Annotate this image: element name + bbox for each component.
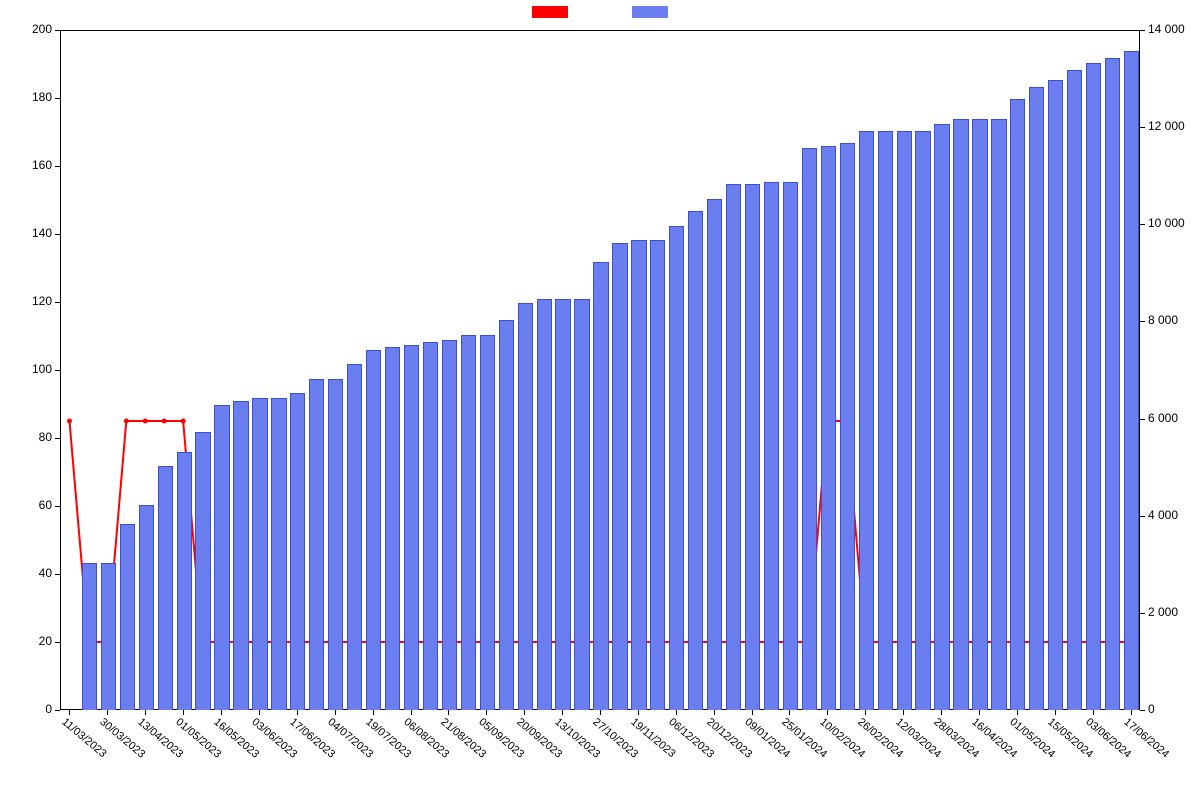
bar — [309, 379, 324, 710]
bar — [897, 131, 912, 710]
bar — [612, 243, 627, 710]
legend-swatch-bar — [632, 6, 668, 18]
bar — [177, 452, 192, 710]
bar — [802, 148, 817, 710]
bar — [707, 199, 722, 710]
line-marker — [67, 419, 72, 424]
bar — [120, 524, 135, 710]
bar — [878, 131, 893, 710]
bar — [669, 226, 684, 710]
bar — [101, 563, 116, 710]
y-left-tick: 60 — [0, 498, 52, 512]
bar — [555, 299, 570, 710]
bar — [915, 131, 930, 710]
bar — [764, 182, 779, 710]
chart-legend — [0, 4, 1200, 18]
bar — [385, 347, 400, 710]
y-right-tick: 2 000 — [1148, 605, 1178, 619]
bar — [499, 320, 514, 710]
bar — [347, 364, 362, 710]
bar — [461, 335, 476, 710]
bar — [1029, 87, 1044, 710]
bar — [1105, 58, 1120, 710]
bar — [631, 240, 646, 710]
y-right-tick: 0 — [1148, 702, 1155, 716]
bar — [1048, 80, 1063, 710]
axis-line — [60, 30, 1140, 31]
bar — [518, 303, 533, 710]
y-left-tick: 120 — [0, 294, 52, 308]
line-marker — [124, 419, 129, 424]
legend-swatch-line — [532, 6, 568, 18]
y-right-tick: 4 000 — [1148, 508, 1178, 522]
axis-line — [60, 30, 61, 710]
bar — [290, 393, 305, 710]
y-left-tick: 140 — [0, 226, 52, 240]
bar — [859, 131, 874, 710]
bar — [442, 340, 457, 710]
bar — [480, 335, 495, 710]
bar — [821, 146, 836, 710]
bar — [328, 379, 343, 710]
bar — [1010, 99, 1025, 710]
bar — [726, 184, 741, 710]
y-left-tick: 180 — [0, 90, 52, 104]
y-left-tick: 100 — [0, 362, 52, 376]
y-left-tick: 0 — [0, 702, 52, 716]
y-right-tick: 14 000 — [1148, 22, 1185, 36]
bar — [139, 505, 154, 710]
bar — [404, 345, 419, 710]
y-left-tick: 20 — [0, 634, 52, 648]
bar — [214, 405, 229, 710]
axis-line — [1139, 30, 1140, 710]
bar — [972, 119, 987, 710]
y-right-tick: 6 000 — [1148, 411, 1178, 425]
y-left-tick: 40 — [0, 566, 52, 580]
y-left-tick: 200 — [0, 22, 52, 36]
bar — [650, 240, 665, 710]
bar — [366, 350, 381, 710]
bar — [840, 143, 855, 710]
bar — [195, 432, 210, 710]
line-marker — [181, 419, 186, 424]
bar — [593, 262, 608, 710]
bar — [745, 184, 760, 710]
bar — [991, 119, 1006, 710]
bar — [953, 119, 968, 710]
y-right-tick: 8 000 — [1148, 313, 1178, 327]
bar — [1086, 63, 1101, 710]
line-marker — [162, 419, 167, 424]
bar — [783, 182, 798, 710]
bar — [934, 124, 949, 710]
bar — [233, 401, 248, 710]
bar — [688, 211, 703, 710]
bar — [1124, 51, 1139, 710]
y-left-tick: 160 — [0, 158, 52, 172]
bar — [271, 398, 286, 710]
bar — [252, 398, 267, 710]
combo-chart: 0 20 40 60 80 100 120 140 160 180 200 0 2 000 4 000 6… — [0, 0, 1200, 800]
bar — [537, 299, 552, 710]
bar — [574, 299, 589, 710]
bar — [423, 342, 438, 710]
plot-area — [60, 30, 1140, 710]
y-left-tick: 80 — [0, 430, 52, 444]
bar — [158, 466, 173, 710]
bar — [82, 563, 97, 710]
line-marker — [143, 419, 148, 424]
bar — [1067, 70, 1082, 710]
y-right-tick: 12 000 — [1148, 119, 1185, 133]
y-right-tick: 10 000 — [1148, 216, 1185, 230]
